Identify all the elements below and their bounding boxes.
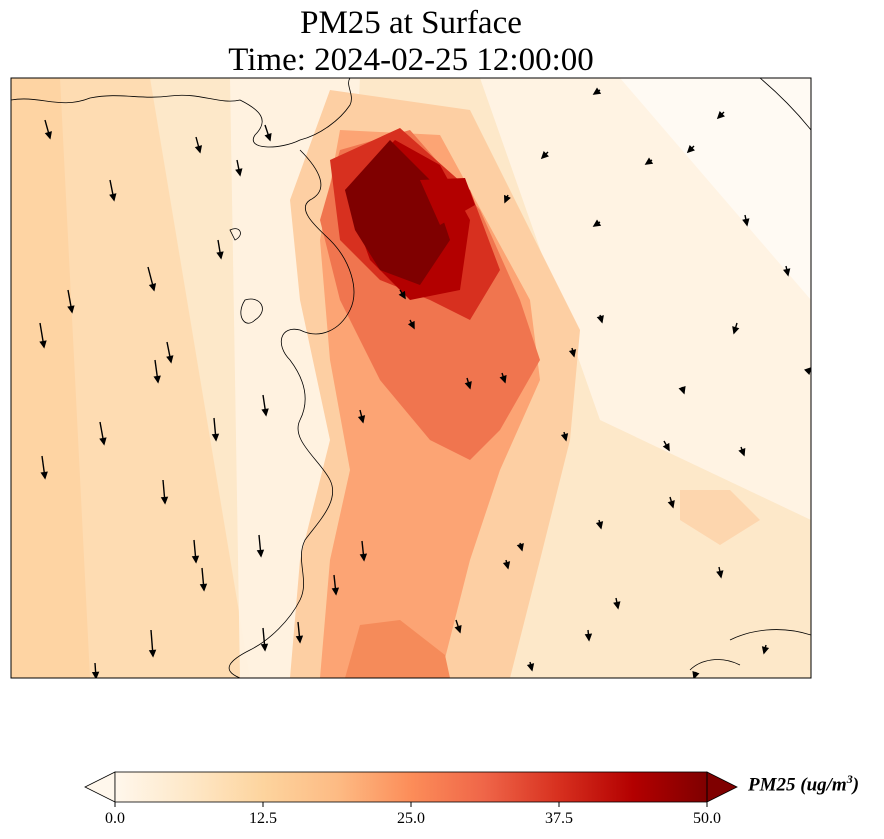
wind-arrow-head xyxy=(148,649,157,658)
wind-arrow-head xyxy=(742,218,750,227)
colorbar-extend-low xyxy=(84,771,116,803)
wind-arrow-head xyxy=(199,583,208,592)
wind-arrow-head xyxy=(44,131,52,140)
wind-arrow-head xyxy=(67,305,75,314)
wind-arrow-head xyxy=(91,671,100,678)
wind-arrow-head xyxy=(153,375,161,384)
wind-arrow-head xyxy=(732,326,740,335)
wind-arrow-head xyxy=(40,471,48,480)
wind-arrow-head xyxy=(357,415,366,424)
wind-arrow-head xyxy=(359,553,368,562)
wind-arrow-head xyxy=(540,151,549,160)
wind-arrow-head xyxy=(595,521,604,530)
wind-arrow-head xyxy=(502,561,511,570)
colorbar-tick-label: 12.5 xyxy=(249,810,277,827)
wind-arrow-head xyxy=(738,447,746,457)
map-time-label: Time: 2024-02-25 12:00:00 xyxy=(228,42,594,78)
wind-arrow-head xyxy=(716,111,725,120)
colorbar-tick-label: 50.0 xyxy=(693,810,721,827)
wind-arrow-head xyxy=(584,633,593,642)
pm25-field xyxy=(11,78,811,678)
wind-arrow-head xyxy=(166,355,174,364)
wind-arrow-head xyxy=(256,549,265,558)
wind-arrow-head xyxy=(398,290,406,300)
wind-arrow-head xyxy=(804,367,811,375)
wind-arrow-head xyxy=(295,635,304,644)
wind-arrow-head xyxy=(667,500,675,509)
map-title: PM25 at Surface xyxy=(300,5,522,41)
wind-arrow-head xyxy=(261,408,269,417)
wind-arrow-head xyxy=(613,601,621,610)
wind-arrow-head xyxy=(160,496,169,505)
wind-arrow-head xyxy=(407,320,415,330)
colorbar-tick-label: 25.0 xyxy=(397,810,425,827)
wind-arrow-head xyxy=(592,87,602,95)
wind-arrow-head xyxy=(568,349,577,358)
wind-arrow-head xyxy=(216,251,224,260)
colorbar-extend-high xyxy=(706,771,738,803)
wind-arrow-head xyxy=(264,133,272,142)
wind-arrow-head xyxy=(148,283,157,292)
wind-arrow-head xyxy=(454,625,462,634)
wind-arrow-head xyxy=(39,340,47,349)
wind-arrow-head xyxy=(109,193,117,202)
wind-arrow-head xyxy=(526,663,535,672)
wind-arrow-head xyxy=(211,433,220,442)
wind-arrow-head xyxy=(560,433,569,442)
wind-arrow-head xyxy=(644,157,654,165)
wind-arrow-head xyxy=(235,168,243,177)
wind-arrow-head xyxy=(678,386,686,395)
wind-arrow-head xyxy=(503,194,511,204)
wind-arrow-head xyxy=(596,315,604,324)
colorbar-label: PM25 (ug/m3) xyxy=(748,772,860,796)
wind-arrow-head xyxy=(191,555,200,564)
wind-arrow-head xyxy=(499,375,507,384)
wind-arrow-head xyxy=(686,145,695,154)
wind-arrow-head xyxy=(592,219,602,227)
wind-arrow-head xyxy=(516,543,524,552)
colorbar xyxy=(84,771,738,807)
wind-arrow-head xyxy=(662,442,670,452)
wind-vectors xyxy=(39,87,811,678)
wind-arrow-head xyxy=(761,646,770,655)
wind-arrow-head xyxy=(692,671,700,678)
wind-arrow-head xyxy=(331,587,340,596)
wind-arrow-head xyxy=(194,145,203,154)
wind-arrow-head xyxy=(783,268,791,277)
wind-arrow-head xyxy=(716,570,724,579)
colorbar-tick-label: 0.0 xyxy=(105,810,125,827)
wind-arrow-head xyxy=(99,437,107,446)
map-frame xyxy=(10,77,812,679)
colorbar-gradient xyxy=(115,772,707,802)
wind-arrow-head xyxy=(464,381,472,390)
colorbar-tick-label: 37.5 xyxy=(545,810,573,827)
wind-arrow-head xyxy=(260,643,269,652)
